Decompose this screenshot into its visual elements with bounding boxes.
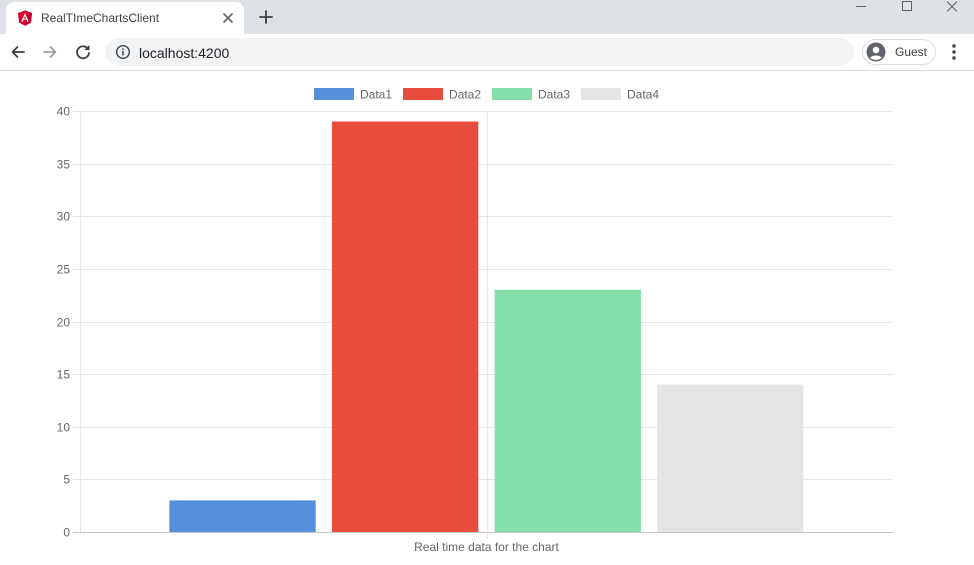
legend-swatch-data2 <box>403 88 443 100</box>
legend-swatch-data3 <box>492 88 532 100</box>
legend-label-data3: Data3 <box>538 88 570 102</box>
y-tick-label: 10 <box>57 421 71 435</box>
maximize-icon[interactable] <box>884 0 930 14</box>
chart-area: 0 5 10 15 20 25 30 35 40 Real time data for the c… <box>0 71 974 560</box>
tab-title: RealTImeChartsClient <box>41 11 160 25</box>
browser-toolbar: localhost:4200 Guest <box>0 34 974 71</box>
title-bar: RealTImeChartsClient <box>0 0 974 34</box>
y-tick-label: 30 <box>57 210 71 224</box>
profile-button[interactable]: Guest <box>862 39 936 65</box>
avatar-icon <box>866 42 886 62</box>
address-bar[interactable]: localhost:4200 <box>105 38 854 66</box>
legend-swatch-data4 <box>581 88 621 100</box>
y-tick-label: 15 <box>57 368 71 382</box>
legend-label-data4: Data4 <box>627 88 659 102</box>
y-tick-label: 35 <box>57 158 71 172</box>
url-text: localhost:4200 <box>139 45 230 61</box>
x-axis-label: Real time data for the chart <box>414 540 559 554</box>
minimize-icon[interactable] <box>838 0 884 14</box>
browser-tab[interactable]: RealTImeChartsClient <box>6 2 244 34</box>
bar-chart: 0 5 10 15 20 25 30 35 40 Real time data for the c… <box>57 88 893 554</box>
bar-data1 <box>169 500 316 532</box>
y-tick-label: 5 <box>63 473 70 487</box>
y-tick-label: 0 <box>63 526 70 540</box>
legend-label-data1: Data1 <box>360 88 392 102</box>
y-tick-label: 20 <box>57 316 71 330</box>
close-icon[interactable] <box>220 10 236 26</box>
bar-data3 <box>494 289 641 532</box>
new-tab-icon[interactable] <box>256 7 276 27</box>
y-tick-label: 25 <box>57 263 71 277</box>
forward-arrow-icon[interactable] <box>40 42 60 62</box>
y-tick-label: 40 <box>57 105 71 119</box>
window-close-icon[interactable] <box>928 0 974 14</box>
info-icon[interactable] <box>115 44 131 60</box>
reload-icon[interactable] <box>73 42 93 62</box>
legend-label-data2: Data2 <box>449 88 481 102</box>
back-arrow-icon[interactable] <box>8 42 28 62</box>
angular-icon <box>18 10 32 26</box>
bar-data2 <box>332 121 479 532</box>
bar-data4 <box>657 384 804 532</box>
more-vert-icon[interactable] <box>946 42 962 62</box>
profile-label: Guest <box>895 45 928 59</box>
legend-swatch-data1 <box>314 88 354 100</box>
